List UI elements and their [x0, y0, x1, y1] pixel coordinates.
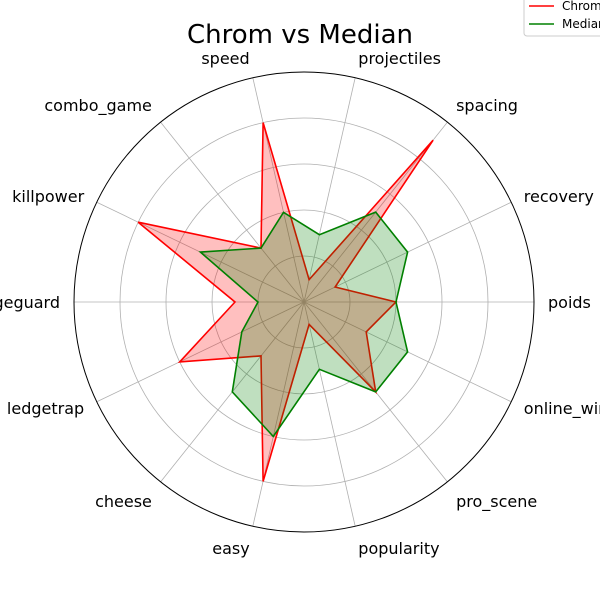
spoke-easy	[252, 301, 305, 527]
spoke-combo_game	[160, 121, 305, 303]
axis-label-recovery: recovery	[524, 187, 594, 206]
axis-label-edgeguard: edgeguard	[0, 293, 60, 312]
spoke-popularity	[303, 301, 356, 527]
spoke-projectiles	[303, 77, 356, 303]
legend-label-chrom: Chrom	[562, 0, 600, 13]
radar-grid	[73, 71, 535, 533]
radar-series	[137, 122, 434, 482]
legend: Chrom Median	[523, 0, 600, 37]
axis-label-spacing: spacing	[456, 96, 518, 115]
series-area-chrom	[138, 122, 434, 482]
spoke-speed	[252, 77, 305, 303]
axis-label-cheese: cheese	[95, 492, 152, 511]
axis-label-online_winrate: online_winrate	[524, 399, 600, 419]
series-line-chrom	[137, 122, 434, 482]
axis-label-ledgetrap: ledgetrap	[7, 399, 84, 418]
legend-label-median: Median	[562, 17, 600, 31]
outer-ring	[73, 71, 535, 533]
axis-label-pro_scene: pro_scene	[456, 492, 537, 512]
series-area-median	[200, 212, 408, 437]
axis-label-poids: poids	[548, 293, 591, 312]
axis-label-speed: speed	[201, 49, 249, 68]
axis-label-popularity: popularity	[358, 539, 439, 558]
axis-label-killpower: killpower	[12, 187, 84, 206]
spoke-ledgetrap	[96, 301, 305, 403]
axis-labels: poids recovery spacing projectiles speed comb…	[0, 49, 600, 558]
axis-label-projectiles: projectiles	[358, 49, 441, 68]
legend-box	[523, 0, 600, 37]
series-line-median	[198, 211, 409, 438]
axis-label-easy: easy	[212, 539, 249, 558]
axis-label-combo_game: combo_game	[44, 96, 152, 116]
chart-title: Chrom vs Median	[187, 20, 413, 50]
